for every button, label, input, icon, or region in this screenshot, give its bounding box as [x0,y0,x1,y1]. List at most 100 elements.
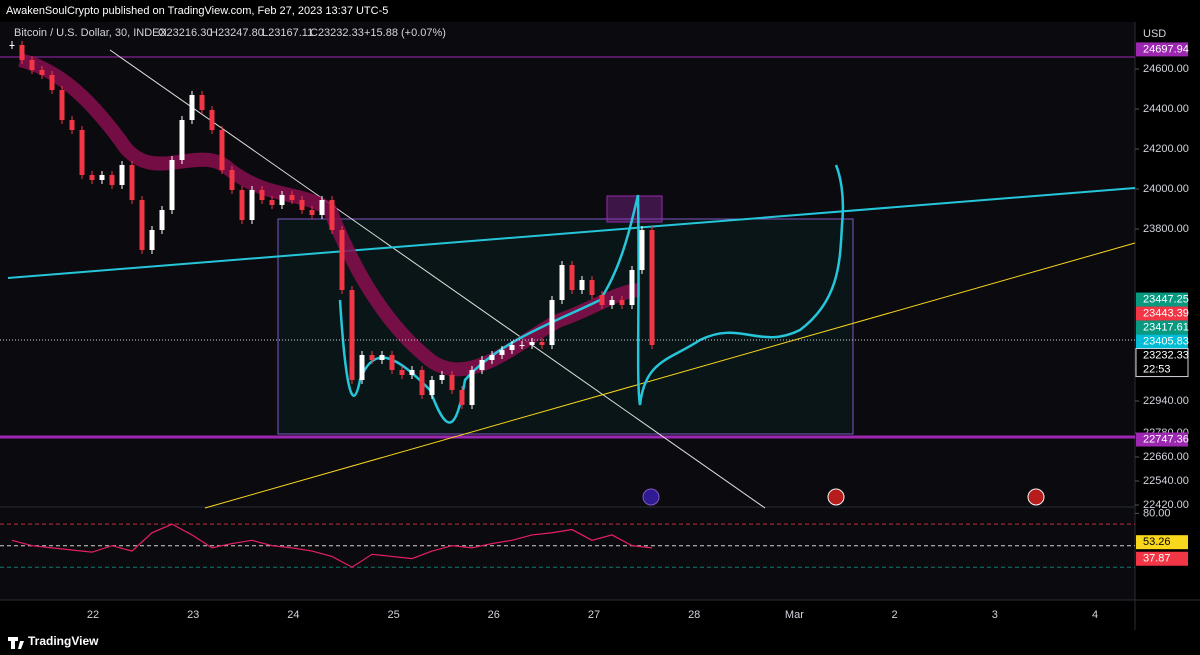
date-label: Mar [785,609,804,621]
candle-body [449,375,455,390]
candle-body [139,200,145,250]
symbol: Bitcoin / U.S. Dollar, 30, INDEX [14,27,167,39]
candle-body [559,265,565,300]
date-label: 26 [488,609,500,621]
price-tag [1136,334,1188,349]
candle-body [159,210,165,230]
legend: Bitcoin / U.S. Dollar, 30, INDEX O23216.… [14,27,446,39]
candle-body [419,370,425,395]
open: O23216.30 [158,27,212,39]
candle-body [89,175,95,180]
candle-body [319,200,325,215]
brand: TradingView [28,634,99,648]
price-tag [1136,292,1188,307]
event-icon [827,488,845,506]
price-tag-label: 23447.25 [1143,293,1189,305]
candle-body [219,130,225,170]
candle-body [359,355,365,380]
yellow-line [204,242,1136,509]
price-tick-label: 24400.00 [1143,103,1189,115]
candle-body [489,355,495,360]
candle-body [579,280,585,290]
candle-body [269,200,275,205]
candle-body [549,300,555,345]
candle-body [329,200,335,230]
footer-bar [0,630,1200,655]
candle-body [19,45,25,60]
change: +15.88 (+0.07%) [364,27,446,39]
candle-body [529,342,535,345]
candle-body [309,210,315,215]
price-tag [1136,306,1188,321]
candle-body [79,130,85,175]
date-label: 22 [87,609,99,621]
candle-body [389,355,395,370]
price-tag [1135,348,1189,378]
candle-body [539,342,545,345]
high: H23247.80 [210,27,264,39]
candle-body [209,110,215,130]
candle-body [39,70,45,75]
candle-body [609,300,615,305]
price-tag-label: 23417.61 [1143,321,1189,333]
candle-body [289,195,295,200]
rsi-tag-label: 37.87 [1143,553,1171,565]
candle-body [599,295,605,305]
candle-body [499,350,505,355]
price-tag-label: 22747.36 [1143,433,1189,445]
candle-body [569,265,575,290]
date-label: 2 [892,609,898,621]
date-label: 3 [992,609,998,621]
rsi-tag [1136,551,1188,566]
price-tick-label: 23800.00 [1143,223,1189,235]
countdown: 22:53 [1143,363,1171,375]
rsi-line [11,523,653,568]
rsi-tick-label: 80.00 [1143,507,1171,519]
price-tag [1136,432,1188,447]
range-box [277,218,854,435]
price-tick-label: 22940.00 [1143,395,1189,407]
candle-body [459,390,465,405]
event-icon [1027,488,1045,506]
candle-body [279,195,285,205]
candle-body [649,230,655,345]
cyan-line [7,187,1136,279]
candle-body [189,95,195,120]
price-tick-label: 22660.00 [1143,451,1189,463]
price-tick-label: 22540.00 [1143,475,1189,487]
candle-body [9,45,15,46]
candle-body [69,120,75,130]
candle-body [259,190,265,200]
candle-body [439,375,445,380]
candle-body [239,190,245,220]
candle-body [589,280,595,295]
price-tick-label: 24000.00 [1143,183,1189,195]
candle-body [99,175,105,180]
candle-body [629,270,635,305]
rsi-tag [1136,535,1188,550]
candle-body [229,170,235,190]
price-tag [1136,320,1188,335]
date-label: 28 [688,609,700,621]
event-icon [642,488,660,506]
candle-body [429,380,435,395]
candle-body [399,370,405,375]
price-tick-label: 24600.00 [1143,63,1189,75]
candle-body [29,60,35,70]
cyan-curve [338,164,845,424]
date-label: 25 [387,609,399,621]
candle-body [169,160,175,210]
candle-body [519,345,525,346]
candle-body [619,300,625,305]
date-label: 4 [1092,609,1098,621]
candle-body [479,360,485,370]
trend-line [109,49,766,509]
candle-body [379,355,385,360]
candle-body [339,230,345,290]
candle-body [59,90,65,120]
close: C23232.33 [310,27,364,39]
currency: USD [1143,28,1166,40]
price-tick-label: 22420.00 [1143,499,1189,511]
candle-body [509,345,515,350]
price-tag [1136,42,1188,57]
